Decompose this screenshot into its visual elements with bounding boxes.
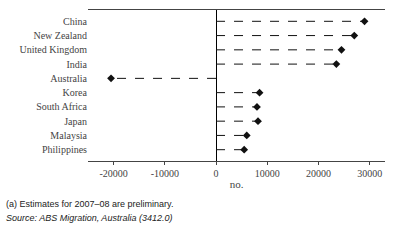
svg-text:South Africa: South Africa	[36, 101, 87, 112]
svg-text:10000: 10000	[255, 168, 280, 179]
svg-text:China: China	[63, 16, 87, 27]
svg-text:United Kingdom: United Kingdom	[20, 44, 88, 55]
svg-text:(a) Estimates for 2007–08 are: (a) Estimates for 2007–08 are preliminar…	[6, 199, 173, 209]
svg-text:New Zealand: New Zealand	[33, 30, 87, 41]
svg-text:-10000: -10000	[151, 168, 179, 179]
svg-text:20000: 20000	[306, 168, 331, 179]
svg-text:no.: no.	[230, 178, 244, 190]
svg-text:Korea: Korea	[63, 87, 88, 98]
svg-text:0: 0	[214, 168, 219, 179]
svg-text:-20000: -20000	[99, 168, 127, 179]
svg-text:Source: ABS Migration, Austral: Source: ABS Migration, Australia (3412.0…	[6, 213, 172, 223]
svg-text:Japan: Japan	[64, 116, 87, 127]
svg-text:Australia: Australia	[50, 73, 87, 84]
svg-text:Malaysia: Malaysia	[50, 130, 87, 141]
svg-text:30000: 30000	[357, 168, 382, 179]
svg-text:India: India	[66, 59, 87, 70]
svg-text:Philippines: Philippines	[42, 144, 87, 155]
